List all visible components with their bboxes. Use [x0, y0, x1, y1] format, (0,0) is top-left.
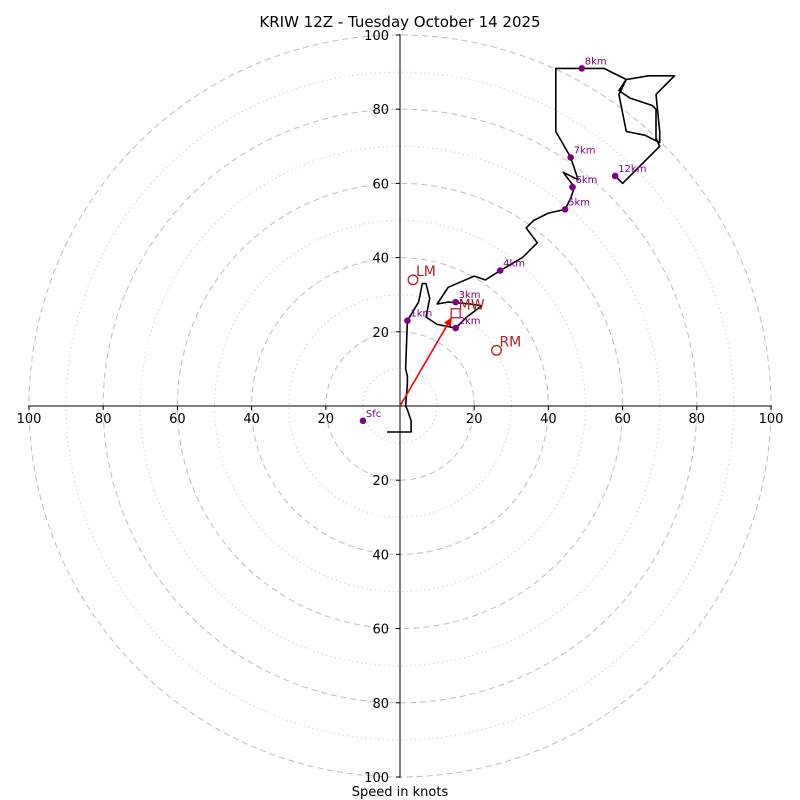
x-tick-label: 40 [540, 412, 557, 427]
x-tick-label: 80 [95, 412, 112, 427]
storm-motion-label: LM [416, 264, 436, 280]
y-tick-label: 60 [372, 623, 389, 638]
storm-motion-mw [450, 308, 461, 319]
x-tick-label: 60 [169, 412, 186, 427]
y-tick-label: 100 [364, 29, 389, 44]
height-marker-label: 7km [574, 145, 596, 156]
storm-motion-rm [491, 344, 502, 356]
hodograph-trace [387, 67, 676, 433]
x-axis-label: Speed in knots [352, 785, 449, 800]
chart-title: KRIW 12Z - Tuesday October 14 2025 [259, 13, 540, 31]
height-marker-7km [567, 154, 574, 161]
x-tick-label: 80 [689, 412, 706, 427]
y-tick-label: 60 [372, 177, 389, 192]
x-tick-label: 100 [17, 412, 42, 427]
height-marker-label: 6km [576, 175, 598, 186]
hodograph-series [387, 67, 676, 433]
x-tick-label: 20 [466, 412, 483, 427]
y-tick-label: 80 [372, 697, 389, 712]
storm-motion-label: RM [499, 334, 521, 350]
storm-motions: LM RM MW [407, 264, 521, 356]
y-tick-label: 40 [372, 252, 389, 267]
height-marker-4km [496, 267, 504, 274]
height-marker-label: 4km [503, 259, 525, 270]
height-marker-label: 12km [618, 164, 646, 175]
height-marker-3km [452, 298, 459, 306]
height-marker-label: Sfc [366, 409, 381, 420]
height-marker-1km [404, 317, 411, 324]
height-marker-5km [561, 206, 569, 213]
height-marker-label: 1km [410, 309, 432, 320]
height-marker-2km [452, 324, 459, 332]
height-marker-label: 5km [568, 197, 590, 208]
storm-motion-lm [407, 274, 419, 286]
shear-arrow-head [443, 316, 452, 327]
x-tick-label: 20 [318, 412, 335, 427]
shear-arrow [399, 316, 453, 407]
height-marker-label: 2km [459, 316, 481, 327]
height-marker-label: 8km [585, 56, 607, 67]
height-marker-12km [611, 172, 619, 180]
y-tick-label: 100 [364, 771, 389, 786]
axis-ticks: 100 80 60 40 20 20 40 60 80 100 100 80 60 40 20 20 40 60 8… [17, 29, 784, 786]
y-tick-label: 80 [372, 103, 389, 118]
x-tick-label: 100 [759, 412, 784, 427]
storm-motion-label: MW [459, 297, 485, 313]
x-tick-label: 60 [614, 412, 631, 427]
height-marker-label: 3km [459, 290, 481, 301]
height-marker-6km [569, 183, 576, 191]
height-marker-8km [578, 65, 586, 72]
y-tick-label: 40 [372, 548, 389, 563]
y-tick-label: 20 [372, 474, 389, 489]
y-tick-label: 20 [372, 326, 389, 341]
height-markers: Sfc 1km 2km 3km 4km 5km 6km 7km 8km 12km [359, 56, 646, 425]
x-tick-label: 40 [243, 412, 260, 427]
height-marker-sfc [359, 417, 367, 425]
